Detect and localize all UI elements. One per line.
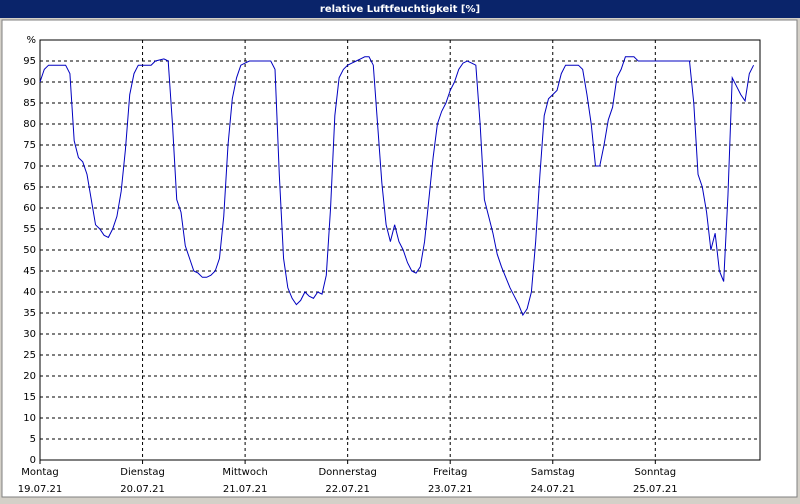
x-tick-label: Sonntag — [635, 467, 677, 478]
x-tick-date: 20.07.21 — [120, 484, 165, 495]
y-tick-label: 30 — [23, 329, 36, 340]
x-tick-date: 23.07.21 — [428, 484, 473, 495]
y-tick-label: 20 — [23, 371, 36, 382]
y-tick-label: 35 — [23, 308, 36, 319]
y-tick-label: 70 — [23, 161, 36, 172]
x-tick-date: 19.07.21 — [18, 484, 63, 495]
y-tick-label: 15 — [23, 392, 36, 403]
y-tick-label: 5 — [30, 434, 36, 445]
data-line — [39, 56, 755, 317]
x-tick-label: Samstag — [531, 467, 575, 478]
x-tick-label: Donnerstag — [318, 467, 376, 478]
y-tick-label: 75 — [23, 140, 36, 151]
y-tick-label: 45 — [23, 266, 36, 277]
title-bar — [0, 0, 800, 18]
y-tick-label: 50 — [23, 245, 36, 256]
y-tick-label: % — [26, 35, 36, 46]
x-tick-date: 21.07.21 — [223, 484, 268, 495]
y-tick-label: 85 — [23, 98, 36, 109]
x-tick-label: Mittwoch — [222, 467, 267, 478]
y-tick-label: 60 — [23, 203, 36, 214]
y-tick-label: 80 — [23, 119, 36, 130]
chart-title: relative Luftfeuchtigkeit [%] — [320, 4, 480, 15]
x-tick-label: Dienstag — [120, 467, 165, 478]
x-tick-date: 25.07.21 — [633, 484, 678, 495]
y-tick-label: 40 — [23, 287, 36, 298]
x-tick-label: Freitag — [433, 467, 467, 478]
y-tick-label: 65 — [23, 182, 36, 193]
y-tick-label: 25 — [23, 350, 36, 361]
y-tick-label: 10 — [23, 413, 36, 424]
x-tick-label: Montag — [21, 467, 58, 478]
y-tick-label: 90 — [23, 77, 36, 88]
y-tick-label: 95 — [23, 56, 36, 67]
x-tick-date: 22.07.21 — [325, 484, 370, 495]
y-tick-label: 55 — [23, 224, 36, 235]
y-tick-label: 0 — [30, 455, 36, 466]
x-tick-date: 24.07.21 — [530, 484, 575, 495]
